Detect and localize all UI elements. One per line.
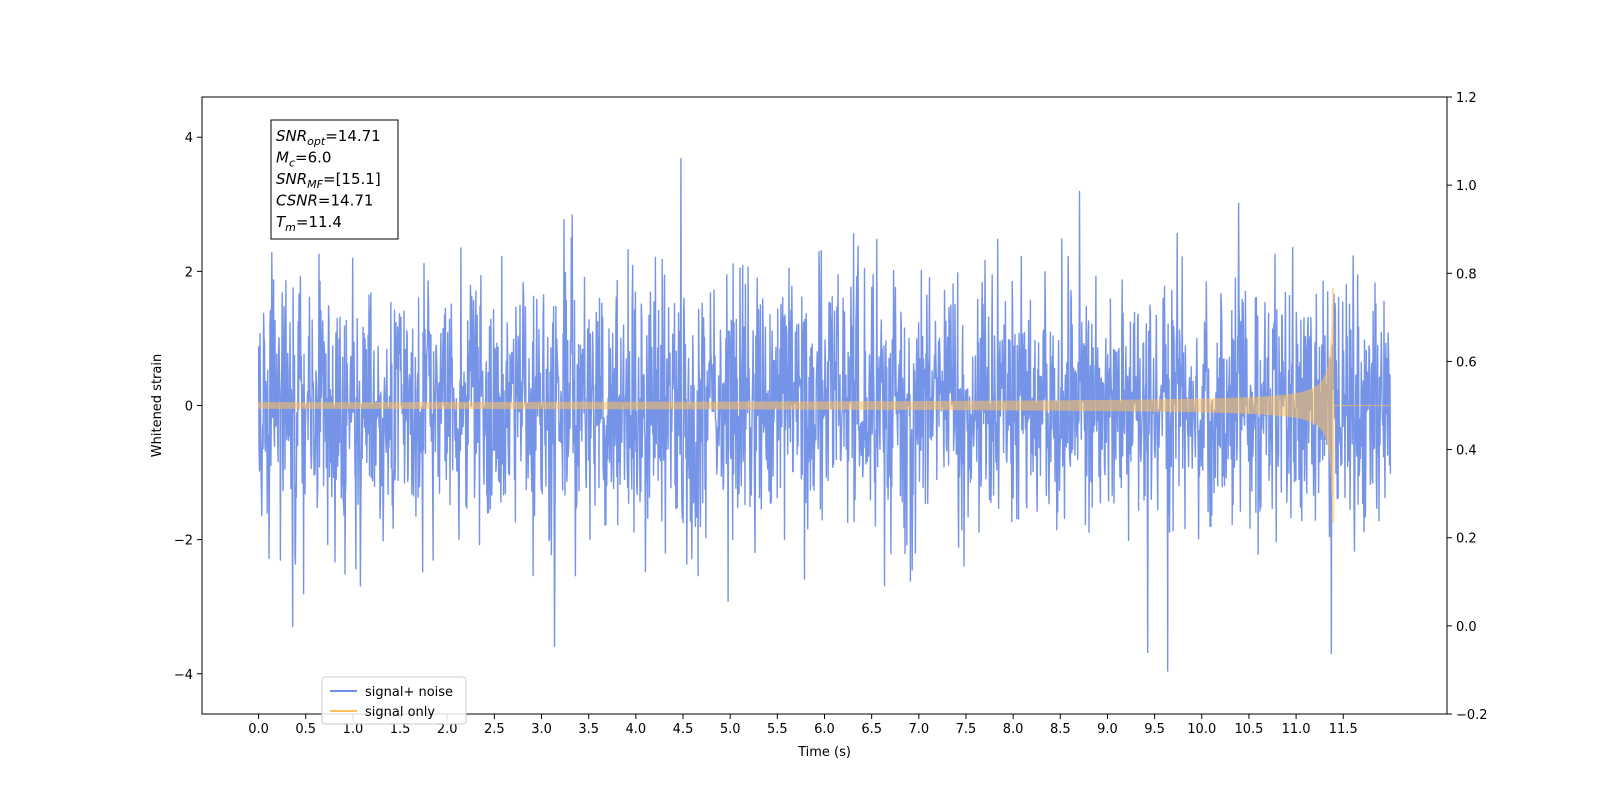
x-tick-label: 11.5 [1329, 722, 1358, 737]
x-tick-label: 5.0 [720, 722, 741, 737]
annotation-box: SNRopt=14.71Mc=6.0SNRMF=[15.1]CSNR=14.71… [270, 119, 399, 240]
y-axis-label: Whitened strain [150, 354, 165, 457]
legend-frame [321, 676, 467, 725]
plot-area [257, 158, 1392, 672]
x-tick-label: 9.0 [1097, 722, 1118, 737]
annotation-line: SNRopt=14.71 [276, 127, 381, 148]
x-tick-label: 7.0 [908, 722, 929, 737]
x-tick-label: 10.5 [1234, 722, 1263, 737]
y-tick-label: 4 [185, 131, 193, 146]
y2-tick-label: 0.6 [1456, 355, 1477, 370]
y-tick-label: −2 [174, 534, 193, 549]
x-tick-label: 4.0 [626, 722, 647, 737]
y2-tick-label: 0.4 [1456, 444, 1477, 459]
x-tick-label: 6.0 [814, 722, 835, 737]
x-tick-label: 8.0 [1003, 722, 1024, 737]
x-tick-label: 4.5 [673, 722, 694, 737]
x-tick-label: 2.5 [484, 722, 505, 737]
legend-label: signal+ noise [365, 685, 453, 700]
series-signal-noise-line [257, 158, 1392, 672]
x-tick-label: 1.0 [343, 722, 364, 737]
y2-tick-label: 0.8 [1456, 267, 1477, 282]
annotation-line: Tm=11.4 [276, 213, 342, 234]
legend: signal+ noise signal only [321, 676, 467, 725]
x-tick-label: 1.5 [390, 722, 411, 737]
x-tick-label: 5.5 [767, 722, 788, 737]
legend-label: signal only [365, 705, 435, 720]
annotation-frame [270, 119, 399, 240]
x-tick-label: 3.5 [578, 722, 599, 737]
annotation-line: Mc=6.0 [276, 149, 331, 170]
y-tick-label: 0 [185, 400, 193, 415]
series-signal-only-line [258, 288, 1391, 523]
x-tick-label: 0.0 [248, 722, 269, 737]
y2-tick-label: 1.2 [1456, 91, 1477, 106]
y2-tick-label: 0.0 [1456, 620, 1477, 635]
x-axis-label: Time (s) [797, 745, 851, 760]
x-tick-label: 6.5 [861, 722, 882, 737]
axes: 0.0 0.5 1.0 1.5 2.0 2.5 3.0 3.5 4.0 4.5 5.0 5.5 6.0 6… [174, 91, 1488, 737]
y-tick-label: 2 [185, 265, 193, 280]
x-tick-label: 0.5 [295, 722, 316, 737]
y2-tick-label: −0.2 [1456, 708, 1488, 723]
annotation-line: CSNR=14.71 [276, 192, 373, 210]
y-tick-label: −4 [174, 668, 193, 683]
x-tick-label: 10.0 [1187, 722, 1216, 737]
x-tick-label: 9.5 [1144, 722, 1165, 737]
x-tick-label: 8.5 [1050, 722, 1071, 737]
x-tick-label: 7.5 [956, 722, 977, 737]
y2-tick-label: 0.2 [1456, 532, 1477, 547]
x-tick-label: 3.0 [531, 722, 552, 737]
y2-tick-label: 1.0 [1456, 179, 1477, 194]
x-tick-label: 2.0 [437, 722, 458, 737]
annotation-line: SNRMF=[15.1] [276, 170, 381, 191]
x-tick-label: 11.0 [1282, 722, 1311, 737]
